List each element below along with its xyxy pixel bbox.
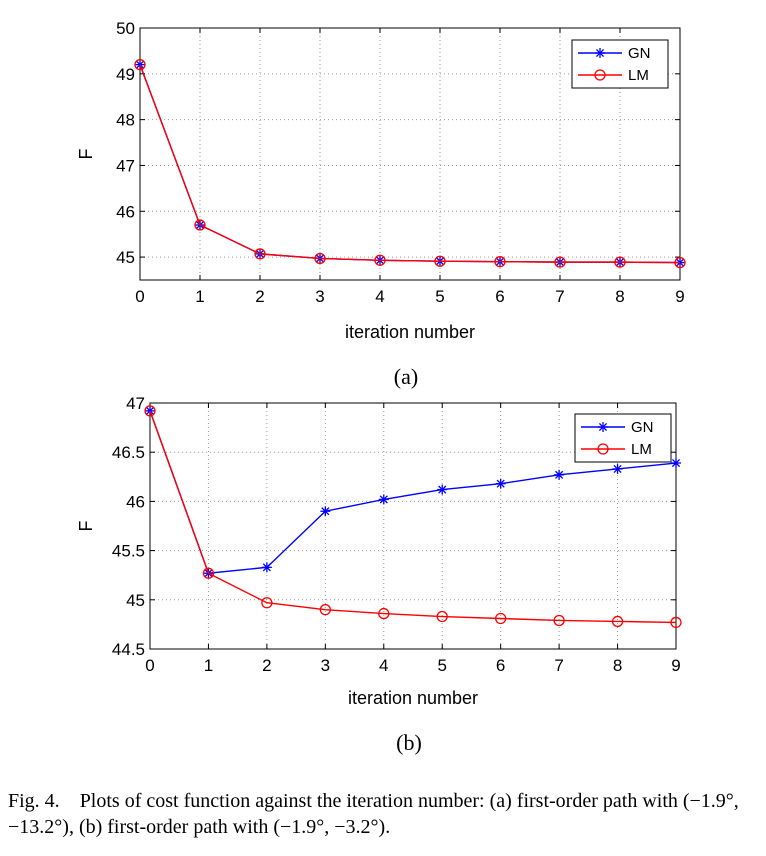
data-point-lm bbox=[553, 614, 565, 627]
data-point-lm bbox=[674, 256, 686, 269]
x-tick-label: 6 bbox=[496, 656, 505, 675]
series-line-lm bbox=[149, 410, 677, 624]
legend-label: GN bbox=[631, 419, 654, 436]
data-point-lm bbox=[374, 254, 386, 266]
data-point-lm bbox=[378, 607, 390, 620]
data-point-gn bbox=[612, 463, 623, 474]
data-point-lm bbox=[494, 256, 506, 268]
x-tick-label: 5 bbox=[435, 287, 444, 306]
x-tick-label: 7 bbox=[554, 656, 563, 675]
y-tick-label: 45 bbox=[116, 248, 135, 267]
x-tick-label: 0 bbox=[135, 287, 144, 306]
data-point-gn bbox=[495, 478, 506, 489]
x-tick-label: 2 bbox=[262, 656, 271, 675]
data-point-lm bbox=[554, 256, 566, 268]
legend-label: LM bbox=[628, 67, 649, 84]
y-tick-label: 49 bbox=[116, 65, 135, 84]
legend-entry-lm: LM bbox=[578, 67, 649, 84]
y-tick-label: 44.5 bbox=[112, 640, 145, 659]
legend-entry-gn: GN bbox=[578, 45, 651, 62]
y-tick-label: 46 bbox=[116, 202, 135, 221]
data-point-lm bbox=[670, 616, 682, 629]
data-point-lm bbox=[261, 597, 273, 609]
x-axis-label: iteration number bbox=[348, 688, 478, 708]
legend-marker bbox=[594, 69, 606, 81]
legend-box bbox=[574, 413, 672, 463]
data-point-lm bbox=[436, 610, 448, 623]
y-tick-label: 45 bbox=[126, 591, 145, 610]
data-point-gn bbox=[320, 506, 331, 517]
caption-text: Plots of cost function against the itera… bbox=[8, 790, 739, 838]
legend-entry-gn: GN bbox=[581, 419, 654, 436]
data-point-gn bbox=[671, 458, 681, 469]
x-axis-label: iteration number bbox=[345, 322, 475, 342]
data-point-lm bbox=[144, 405, 156, 417]
x-tick-label: 9 bbox=[675, 287, 684, 306]
series-line-lm bbox=[139, 64, 681, 264]
data-point-lm bbox=[194, 219, 206, 231]
y-tick-label: 47 bbox=[126, 394, 145, 413]
legend-entry-lm: LM bbox=[581, 441, 652, 458]
x-tick-label: 3 bbox=[321, 656, 330, 675]
legend-marker bbox=[595, 48, 605, 58]
y-tick-label: 46 bbox=[126, 492, 145, 511]
data-point-lm bbox=[202, 567, 215, 579]
legend-label: GN bbox=[628, 45, 651, 62]
data-point-lm bbox=[134, 59, 146, 71]
y-tick-label: 48 bbox=[116, 111, 135, 130]
y-tick-label: 47 bbox=[116, 156, 135, 175]
x-tick-label: 2 bbox=[255, 287, 264, 306]
subfigure-label: (a) bbox=[394, 364, 418, 389]
subfigure-label: (b) bbox=[396, 730, 422, 755]
data-point-gn bbox=[437, 484, 448, 495]
caption-prefix: Fig. 4. bbox=[8, 790, 60, 812]
y-tick-label: 50 bbox=[116, 19, 135, 38]
x-tick-label: 6 bbox=[495, 287, 504, 306]
x-tick-label: 0 bbox=[145, 656, 154, 675]
data-point-lm bbox=[319, 603, 331, 616]
series-line-gn bbox=[139, 64, 681, 264]
legend-marker bbox=[598, 422, 608, 432]
x-tick-label: 9 bbox=[671, 656, 680, 675]
x-tick-label: 8 bbox=[615, 287, 624, 306]
data-point-gn bbox=[261, 562, 272, 573]
x-tick-label: 4 bbox=[375, 287, 384, 306]
x-tick-label: 8 bbox=[613, 656, 622, 675]
data-point-lm bbox=[611, 615, 624, 628]
y-tick-label: 46.5 bbox=[112, 443, 145, 462]
data-point-lm bbox=[254, 248, 266, 260]
legend: GN LM bbox=[574, 413, 672, 463]
figure-caption: Fig. 4. Plots of cost function against t… bbox=[8, 788, 760, 840]
legend: GN LM bbox=[571, 39, 669, 89]
x-tick-label: 4 bbox=[379, 656, 388, 675]
series-line-gn bbox=[149, 410, 677, 574]
legend-marker bbox=[597, 443, 609, 455]
x-tick-label: 5 bbox=[437, 656, 446, 675]
y-axis-label: F bbox=[76, 149, 96, 160]
plot-frame bbox=[149, 402, 677, 650]
x-tick-label: 7 bbox=[555, 287, 564, 306]
data-point-gn bbox=[554, 469, 565, 480]
data-point-lm bbox=[314, 252, 326, 265]
y-tick-label: 45.5 bbox=[112, 542, 145, 561]
data-point-lm bbox=[495, 612, 507, 625]
x-tick-label: 1 bbox=[195, 287, 204, 306]
data-point-lm bbox=[434, 255, 446, 267]
data-point-gn bbox=[378, 494, 389, 505]
legend-box bbox=[571, 39, 669, 89]
legend-label: LM bbox=[631, 441, 652, 458]
x-tick-label: 1 bbox=[204, 656, 213, 675]
plot-frame bbox=[139, 27, 681, 281]
y-axis-label: F bbox=[76, 521, 96, 532]
x-tick-label: 3 bbox=[315, 287, 324, 306]
data-point-lm bbox=[614, 256, 626, 268]
